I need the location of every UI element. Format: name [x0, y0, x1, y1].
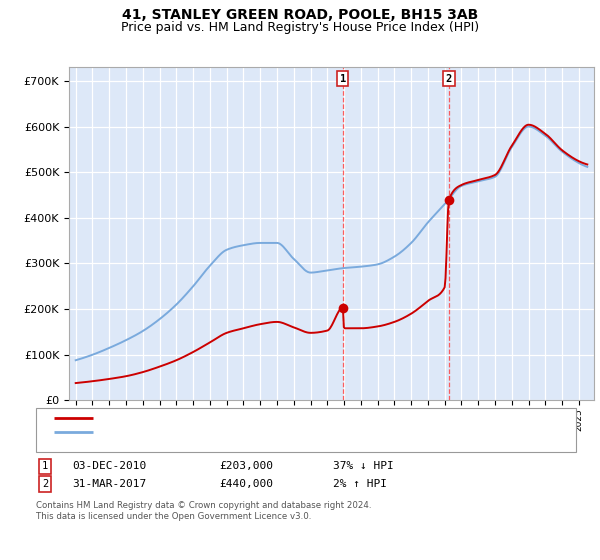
Text: HPI: Average price, detached house, Bournemouth Christchurch and Poole: HPI: Average price, detached house, Bour…: [99, 427, 487, 437]
Text: 41, STANLEY GREEN ROAD, POOLE, BH15 3AB: 41, STANLEY GREEN ROAD, POOLE, BH15 3AB: [122, 8, 478, 22]
Text: 1: 1: [340, 74, 346, 84]
Text: 2% ↑ HPI: 2% ↑ HPI: [333, 479, 387, 489]
Text: 31-MAR-2017: 31-MAR-2017: [72, 479, 146, 489]
Text: £440,000: £440,000: [219, 479, 273, 489]
Text: £203,000: £203,000: [219, 461, 273, 472]
Text: 1: 1: [42, 461, 48, 472]
Text: Price paid vs. HM Land Registry's House Price Index (HPI): Price paid vs. HM Land Registry's House …: [121, 21, 479, 34]
Text: 2: 2: [42, 479, 48, 489]
Text: 03-DEC-2010: 03-DEC-2010: [72, 461, 146, 472]
Text: Contains HM Land Registry data © Crown copyright and database right 2024.
This d: Contains HM Land Registry data © Crown c…: [36, 501, 371, 521]
Text: 41, STANLEY GREEN ROAD, POOLE, BH15 3AB (detached house): 41, STANLEY GREEN ROAD, POOLE, BH15 3AB …: [99, 413, 433, 423]
Text: 37% ↓ HPI: 37% ↓ HPI: [333, 461, 394, 472]
Text: 2: 2: [446, 74, 452, 84]
